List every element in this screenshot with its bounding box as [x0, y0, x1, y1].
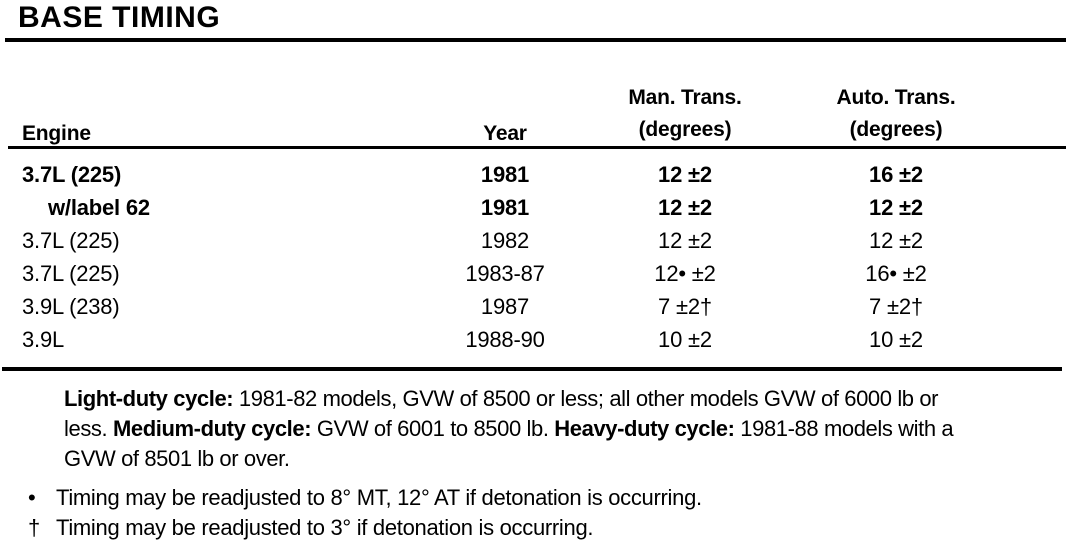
auto-trans-cell: 12 ±2 [869, 227, 923, 253]
engine-cell: 3.9L [22, 323, 430, 356]
year-cell: 1983-87 [465, 260, 545, 286]
engine-column-header: Engine [22, 122, 91, 145]
footnote-list: • Timing may be readjusted to 8° MT, 12°… [28, 483, 1056, 543]
engine-cell: 3.7L (225) [22, 257, 430, 290]
year-cell: 1988-90 [465, 326, 545, 352]
footnote-item: • Timing may be readjusted to 8° MT, 12°… [28, 483, 1056, 513]
title-divider [5, 38, 1066, 42]
auto-trans-cell: 10 ±2 [869, 326, 923, 352]
man-trans-cell: 7 ±2† [658, 293, 712, 319]
auto-trans-header-line2: (degrees) [849, 118, 943, 141]
table-row: 3.7L (225) 1981 12 ±2 16 ±2 [22, 146, 1002, 191]
year-column-header: Year [483, 122, 527, 145]
engine-label: 3.7L (225) [22, 227, 120, 253]
header-divider [8, 146, 1066, 149]
man-trans-header-line2: (degrees) [638, 118, 732, 141]
man-trans-column-header: Man. Trans. (degrees) [580, 56, 790, 146]
auto-trans-cell: 16• ±2 [865, 260, 927, 286]
table-header-row: Engine Year Man. Trans. (degrees) Auto. … [22, 56, 1002, 146]
auto-trans-cell: 7 ±2† [869, 293, 923, 319]
base-timing-table: Engine Year Man. Trans. (degrees) Auto. … [22, 56, 1002, 356]
footnote-text: Timing may be readjusted to 8° MT, 12° A… [56, 485, 702, 510]
year-cell: 1982 [480, 227, 530, 253]
engine-label: 3.9L (238) [22, 293, 120, 319]
engine-cell: 3.7L (225) [22, 224, 430, 257]
table-bottom-divider [2, 367, 1062, 371]
table-row: 3.7L (225) 1982 12 ±2 12 ±2 [22, 224, 1002, 257]
man-trans-cell: 12 ±2 [658, 161, 712, 187]
table-row: w/label 62 1981 12 ±2 12 ±2 [22, 191, 1002, 224]
man-trans-cell: 12 ±2 [658, 194, 712, 220]
engine-label: 3.7L (225) [22, 161, 122, 187]
footnote-item: † Timing may be readjusted to 3° if deto… [28, 513, 1056, 543]
duty-cycle-note: Light-duty cycle: 1981-82 models, GVW of… [64, 386, 954, 471]
footnote-marker: • [28, 485, 36, 510]
man-trans-cell: 10 ±2 [658, 326, 712, 352]
footnote-text: Timing may be readjusted to 3° if detona… [56, 515, 594, 540]
man-trans-header-line1: Man. Trans. [628, 86, 742, 109]
page-title: BASE TIMING [18, 1, 221, 34]
engine-cell: 3.7L (225) [22, 146, 430, 191]
engine-label: w/label 62 [48, 194, 150, 220]
duty-cycle-label: Medium-duty cycle: [112, 416, 312, 441]
year-cell: 1987 [480, 293, 530, 319]
table-row: 3.9L 1988-90 10 ±2 10 ±2 [22, 323, 1002, 356]
table-body: 3.7L (225) 1981 12 ±2 16 ±2 w/label 62 1… [22, 146, 1002, 356]
engine-label: 3.7L (225) [22, 260, 120, 286]
man-trans-cell: 12 ±2 [658, 227, 712, 253]
table-row: 3.9L (238) 1987 7 ±2† 7 ±2† [22, 290, 1002, 323]
man-trans-cell: 12• ±2 [654, 260, 716, 286]
auto-trans-header-line1: Auto. Trans. [836, 86, 956, 109]
auto-trans-column-header: Auto. Trans. (degrees) [790, 56, 1002, 146]
engine-cell: w/label 62 [22, 191, 430, 224]
duty-cycle-label: Heavy-duty cycle: [554, 416, 735, 441]
engine-cell: 3.9L (238) [22, 290, 430, 323]
auto-trans-cell: 12 ±2 [869, 194, 923, 220]
engine-label: 3.9L [22, 326, 65, 352]
footnote-marker: † [28, 515, 40, 540]
auto-trans-cell: 16 ±2 [869, 161, 923, 187]
year-cell: 1981 [480, 194, 530, 220]
year-cell: 1981 [480, 161, 530, 187]
duty-cycle-label: Light-duty cycle: [64, 386, 234, 411]
table-row: 3.7L (225) 1983-87 12• ±2 16• ±2 [22, 257, 1002, 290]
